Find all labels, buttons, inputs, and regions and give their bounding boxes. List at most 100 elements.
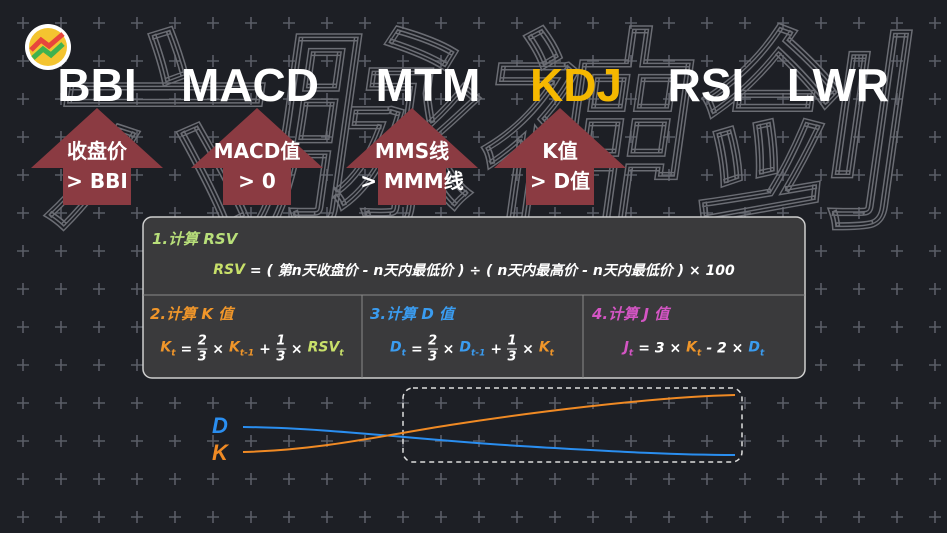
indicator: MTM <box>375 59 481 111</box>
symbol: = <box>180 341 193 357</box>
step-title: 1.计算 RSV <box>152 230 238 248</box>
condition: K值 > D值 <box>530 136 590 196</box>
fraction-bar <box>507 348 518 350</box>
condition-line: MACD值 <box>213 139 301 163</box>
fraction-bar <box>197 348 208 350</box>
k-curve <box>242 394 736 453</box>
subscript: t <box>171 348 176 359</box>
symbol: = ( 第n天收盘价 - n天内最低价 ) ÷ ( n天内最高价 - n天内最低… <box>249 263 735 279</box>
symbol: D <box>390 339 402 356</box>
symbol: = <box>410 341 423 357</box>
symbol: D <box>459 339 472 356</box>
formula-token: RSVt <box>308 340 344 359</box>
formula-token: Kt <box>160 340 175 359</box>
condition-line: > 0 <box>238 169 276 193</box>
symbol: K <box>160 339 172 356</box>
condition-line: > BBI <box>66 169 128 193</box>
formula-token: Dt <box>390 340 406 359</box>
curve-label: D <box>212 413 228 438</box>
formula-token: × <box>212 341 224 357</box>
indicator: RSI <box>667 59 745 111</box>
formula-token: Dt-1 <box>459 340 485 359</box>
fraction-bar <box>427 348 438 350</box>
condition-line: 收盘价 <box>67 139 127 163</box>
symbol: × <box>522 341 534 357</box>
subscript: t <box>339 348 344 359</box>
formula-token: × <box>522 341 534 357</box>
numerator: 1 <box>507 333 517 349</box>
symbol: D <box>748 339 760 356</box>
d-curve <box>242 426 736 456</box>
symbol: × <box>442 341 455 357</box>
arrow <box>31 108 163 205</box>
formula-token: × <box>291 341 303 357</box>
step-title: 4.计算 J 值 <box>592 305 670 323</box>
formula-token: Kt <box>686 340 701 359</box>
symbol: × <box>212 341 224 357</box>
formula-token: Kt-1 <box>229 340 254 359</box>
symbol: J <box>623 339 629 356</box>
condition: MMS线 > MMM线 <box>360 136 463 196</box>
numerator: 2 <box>197 333 207 349</box>
formula-token: = <box>181 341 193 357</box>
formula: Kt = 2 3 × Kt-1 +1 3 × RSVt <box>160 334 343 365</box>
step-title: 2.计算 K 值 <box>150 305 234 323</box>
formula-token: × <box>443 341 455 357</box>
indicator: LWR <box>786 59 890 111</box>
numerator: 1 <box>276 333 286 349</box>
subscript: t-1 <box>239 348 255 359</box>
symbol: RSV <box>307 339 340 356</box>
denominator: 3 <box>276 349 286 365</box>
symbol: RSV <box>213 262 245 278</box>
arrow <box>346 108 478 205</box>
denominator: 3 <box>428 349 438 365</box>
condition-line: K值 <box>542 139 578 163</box>
indicator: BBI <box>57 59 137 111</box>
subscript: t <box>401 348 406 359</box>
formula-token: - 2 × <box>706 341 743 357</box>
formula-token: = <box>411 341 423 357</box>
formula-token: + <box>490 341 502 357</box>
arrow <box>191 108 323 205</box>
subscript: t <box>628 348 634 359</box>
denominator: 3 <box>507 349 517 365</box>
formula-token: = ( 第n天收盘价 - n天内最低价 ) ÷ ( n天内最高价 - n天内最低… <box>250 260 735 280</box>
symbol: = 3 × <box>638 340 682 357</box>
logo <box>25 24 71 70</box>
formula: RSV = ( 第n天收盘价 - n天内最低价 ) ÷ ( n天内最高价 - n天… <box>213 260 735 280</box>
subscript: t <box>549 348 554 359</box>
arrow <box>494 108 626 205</box>
step-title: 3.计算 D 值 <box>370 305 455 323</box>
condition-line: MMS线 <box>374 139 450 163</box>
symbol: K <box>538 339 550 356</box>
condition-line: > MMM线 <box>360 169 464 193</box>
denominator: 3 <box>197 349 207 365</box>
symbol: × <box>290 341 303 357</box>
subscript: t <box>697 348 702 359</box>
formula-token: RSV <box>213 262 245 278</box>
arrows <box>31 108 626 205</box>
condition-line: > D值 <box>529 169 591 193</box>
formula-token: Kt <box>539 340 554 359</box>
formula-token: Dt <box>748 340 764 359</box>
formula-token: = 3 × <box>638 341 681 357</box>
curve-label: K <box>212 440 228 465</box>
indicator: MACD <box>181 59 319 111</box>
symbol: K <box>686 339 698 356</box>
condition: 收盘价 > BBI <box>66 136 128 196</box>
subscript: t-1 <box>471 348 486 359</box>
symbol: K <box>228 339 240 356</box>
condition: MACD值 > 0 <box>214 136 301 196</box>
symbol: + <box>259 341 271 357</box>
highlight-region <box>402 387 743 463</box>
formula-box <box>142 216 806 379</box>
formula: Dt = 2 3 × Dt-1 +1 3 × Kt <box>390 334 554 365</box>
formula: Jt = 3 × Kt - 2 × Dt <box>624 340 765 359</box>
symbol: + <box>490 341 503 357</box>
formula-token: + <box>259 341 271 357</box>
